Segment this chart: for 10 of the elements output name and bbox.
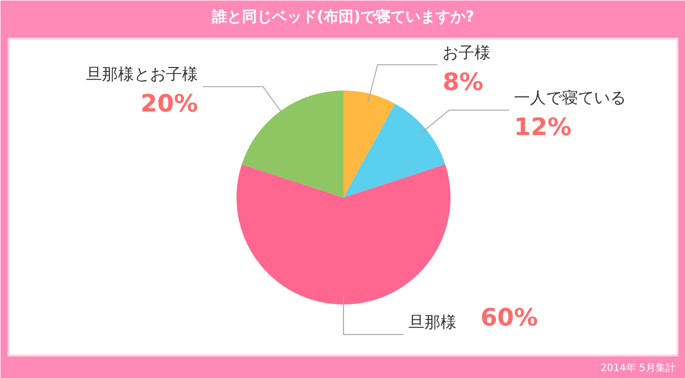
slice-label: 旦那様 [408,312,456,332]
text: 2014年 5月集計 [600,362,676,374]
data-label: 60% [480,304,538,332]
data-label: 8% [442,68,484,96]
chart-title: 誰と同じベッド(布団)で寝ていますか? [210,8,474,26]
data-label: 12% [514,113,572,142]
slice-label: 一人で寝ている [514,88,626,108]
data-label: 20% [140,90,198,118]
slice-label: 旦那様とお子様 [86,64,198,84]
slice-label: お子様 [442,42,491,62]
